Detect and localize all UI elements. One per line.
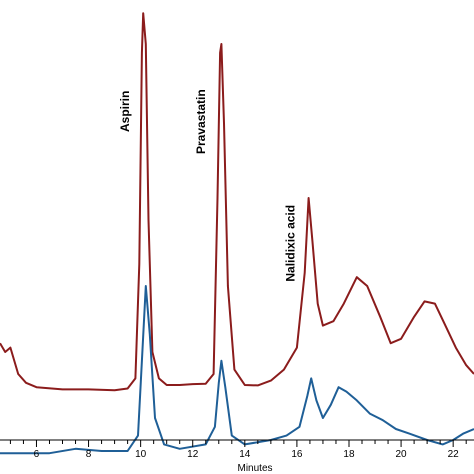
x-tick-label: 22 xyxy=(448,449,460,460)
x-tick-label: 8 xyxy=(86,449,92,460)
x-tick-label: 14 xyxy=(239,449,251,460)
series-line-2 xyxy=(0,285,474,455)
x-tick-label: 6 xyxy=(34,449,40,460)
x-axis-title: Minutes xyxy=(237,463,272,474)
x-tick-label: 20 xyxy=(396,449,408,460)
x-tick-label: 12 xyxy=(187,449,199,460)
peak-label: Aspirin xyxy=(118,91,132,132)
series-line-1 xyxy=(0,12,474,392)
x-axis-ticks: 6 8 10 12 14 16 18 20 22 xyxy=(9,440,467,460)
peak-label: Nalidixic acid xyxy=(284,205,298,282)
peak-label: Pravastatin xyxy=(194,89,208,154)
series-layer xyxy=(0,12,474,455)
x-tick-label: 18 xyxy=(343,449,355,460)
x-tick-label: 10 xyxy=(135,449,147,460)
peak-labels: Aspirin Pravastatin Nalidixic acid xyxy=(118,89,297,281)
x-tick-label: 16 xyxy=(291,449,303,460)
